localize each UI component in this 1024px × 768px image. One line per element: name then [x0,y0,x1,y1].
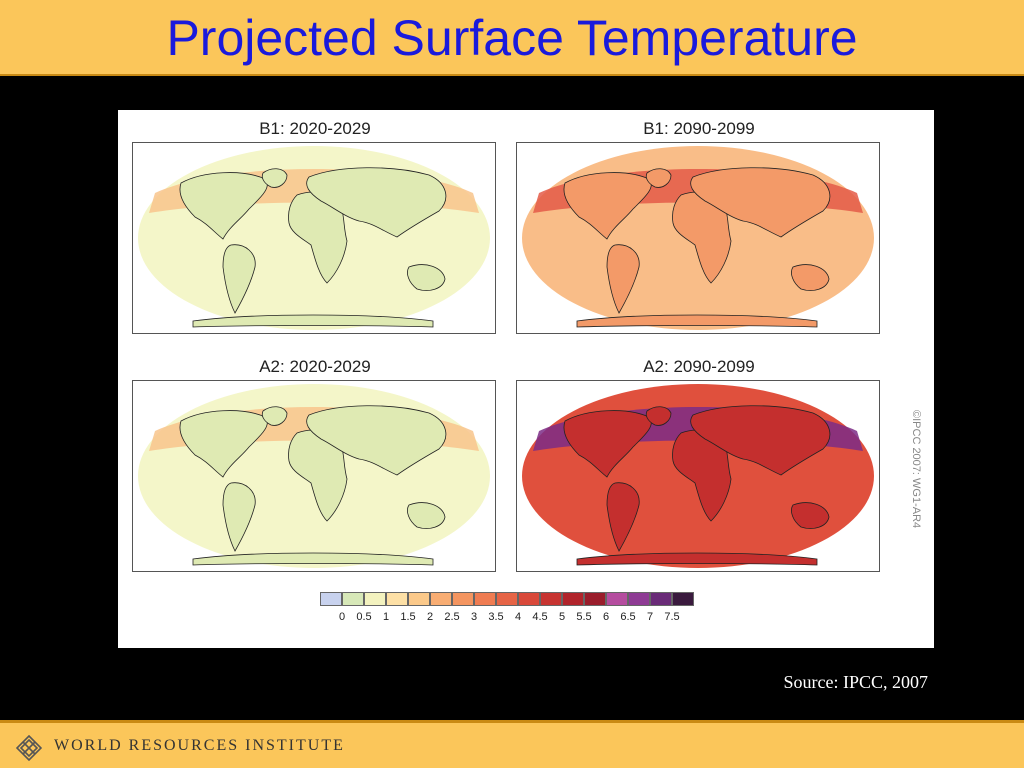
continent-shape [690,167,831,238]
continent-shape [645,168,672,188]
wri-logo-icon [16,735,42,761]
continent-shape [306,405,447,476]
map-frame [516,380,880,572]
source-caption: Source: IPCC, 2007 [783,672,928,692]
continent-shape [179,410,268,478]
continent-shape [222,482,256,552]
colorbar-tick-label: 7 [646,611,654,623]
colorbar-swatch [518,592,540,606]
continent-shape [563,410,652,478]
colorbar-tick-label: 4.5 [532,611,548,623]
continent-shape [407,502,446,529]
colorbar-swatch [562,592,584,606]
colorbar-tick-label: 0.5 [356,611,372,623]
continent-shape [645,406,672,426]
colorbar-tick-label: 7.5 [664,611,680,623]
map-panel-a2-2020: A2: 2020-2029 [128,357,502,573]
world-map-b1-2090 [522,146,874,330]
colorbar-tick-label: 1 [382,611,390,623]
colorbar-tick-label: 3.5 [488,611,504,623]
world-map-a2-2020 [138,384,490,568]
world-map-b1-2020 [138,146,490,330]
colorbar-swatch [452,592,474,606]
colorbar-tick-label: 0 [338,611,346,623]
colorbar-swatch [430,592,452,606]
continent-shape [576,314,818,328]
colorbar-swatch [496,592,518,606]
colorbar-swatch [342,592,364,606]
map-frame [516,142,880,334]
map-frame [132,142,496,334]
copyright-text: ©IPCC 2007: WG1-AR4 [910,410,922,529]
continent-shape [606,244,640,314]
continent-shape [192,314,434,328]
map-panel-a2-2090: A2: 2090-2099 [512,357,886,573]
colorbar-swatch [628,592,650,606]
panel-label: A2: 2020-2029 [259,357,371,376]
continent-shape [563,172,652,240]
colorbar-swatch [606,592,628,606]
colorbar-swatch [672,592,694,606]
panel-label: B1: 2090-2099 [643,119,755,138]
continent-shape [179,172,268,240]
continent-shape [407,264,446,291]
colorbar-swatch [474,592,496,606]
world-map-a2-2090 [522,384,874,568]
title-bar: Projected Surface Temperature [0,0,1024,76]
page-title: Projected Surface Temperature [166,10,858,66]
colorbar-tick-label: 2 [426,611,434,623]
continent-shape [576,552,818,566]
colorbar-swatch [408,592,430,606]
colorbar-tick-label: 6.5 [620,611,636,623]
colorbar-tick-label: 6 [602,611,610,623]
colorbar-swatch [540,592,562,606]
colorbar-tick-label: 4 [514,611,522,623]
colorbar-swatch [584,592,606,606]
colorbar-swatch [650,592,672,606]
continent-shape [791,502,830,529]
continent-shape [690,405,831,476]
figure: B1: 2020-2029 B1: 2090-2099 A2: 2020-202… [118,110,934,648]
continent-shape [261,406,288,426]
map-frame [132,380,496,572]
panel-label: B1: 2020-2029 [259,119,371,138]
colorbar-tick-label: 1.5 [400,611,416,623]
copyright-note: ©IPCC 2007: WG1-AR4 [908,410,928,570]
map-panel-b1-2020: B1: 2020-2029 [128,119,502,335]
colorbar-swatch [386,592,408,606]
colorbar-swatch [320,592,342,606]
colorbar-tick-label: 2.5 [444,611,460,623]
continent-shape [261,168,288,188]
colorbar-tick-label: 5.5 [576,611,592,623]
colorbar-swatch [364,592,386,606]
continent-shape [192,552,434,566]
continent-shape [222,244,256,314]
continent-shape [306,167,447,238]
colorbar-tick-label: 5 [558,611,566,623]
map-panel-b1-2090: B1: 2090-2099 [512,119,886,335]
footer-org-name: WORLD RESOURCES INSTITUTE [54,737,345,754]
continent-shape [791,264,830,291]
footer-bar: WORLD RESOURCES INSTITUTE [0,720,1024,768]
continent-shape [606,482,640,552]
colorbar-tick-label: 3 [470,611,478,623]
panel-label: A2: 2090-2099 [643,357,755,376]
